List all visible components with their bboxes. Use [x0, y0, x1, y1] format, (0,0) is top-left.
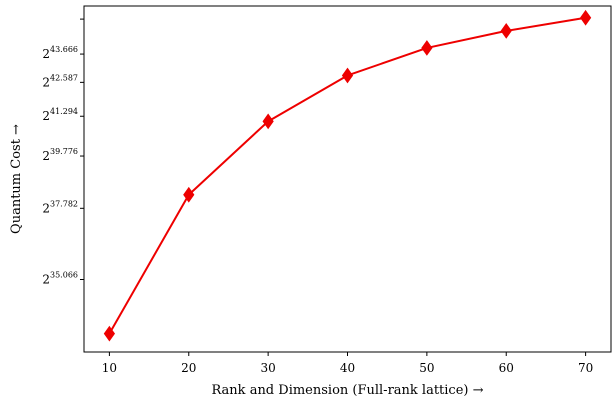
plot-frame [83, 5, 612, 353]
x-tick-label: 70 [578, 361, 593, 375]
y-axis-ticks: 235.066 237.782 239.776 241.294 242.587 243.6… [42, 18, 84, 286]
x-tick-label: 60 [499, 361, 514, 375]
x-tick-label: 50 [419, 361, 434, 375]
y-tick-label: 242.587 [42, 73, 78, 89]
data-point-marker [183, 186, 195, 203]
series-layer [103, 9, 592, 342]
data-point-marker [421, 40, 433, 56]
x-axis-ticks: 10 20 30 40 50 60 70 [102, 352, 593, 375]
y-tick-label: 237.782 [42, 199, 78, 215]
y-tick-label: 243.666 [42, 45, 78, 61]
y-tick-label: 239.776 [42, 147, 78, 163]
data-point-marker [341, 67, 354, 84]
data-point-marker [103, 325, 116, 342]
y-tick-label: 241.294 [42, 107, 78, 123]
x-tick-label: 10 [102, 361, 117, 375]
x-tick-label: 20 [181, 361, 196, 375]
x-tick-label: 40 [340, 361, 355, 375]
x-tick-label: 30 [260, 361, 275, 375]
series-line [108, 16, 586, 335]
y-axis-label: Quantum Cost → [9, 124, 24, 234]
data-point-marker [500, 23, 512, 39]
x-axis-label: Rank and Dimension (Full-rank lattice) → [211, 383, 483, 398]
data-point-marker [262, 113, 274, 130]
y-tick-label: 235.066 [42, 270, 78, 286]
data-point-marker [579, 9, 592, 26]
